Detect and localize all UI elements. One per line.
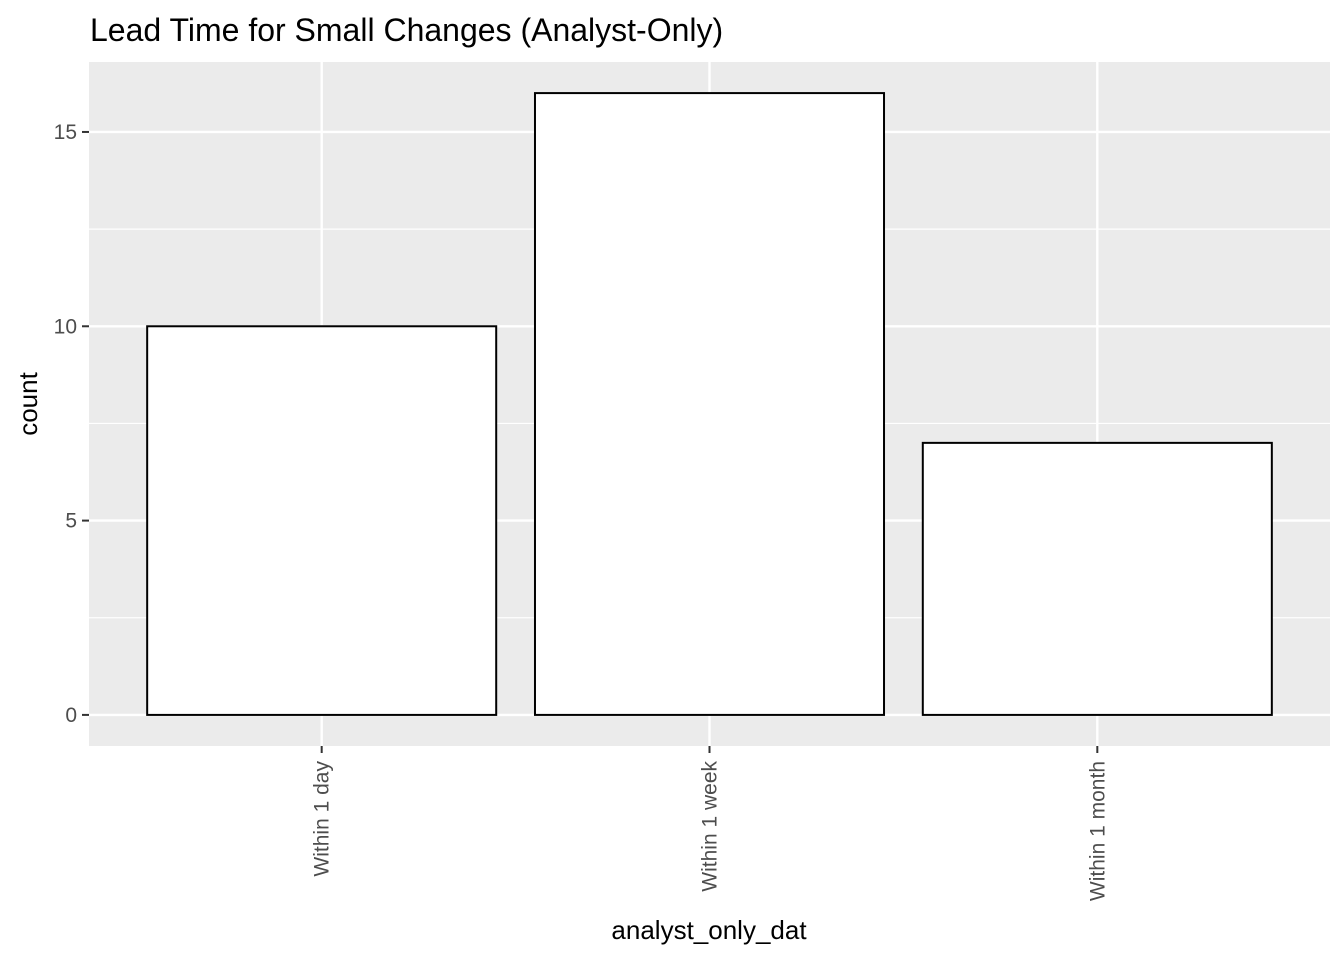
x-tick-label: Within 1 day bbox=[311, 761, 334, 877]
y-axis: 0 5 10 15 bbox=[54, 121, 89, 727]
bar-within-1-month bbox=[921, 441, 1273, 716]
x-tick-label: Within 1 week bbox=[699, 761, 722, 892]
y-axis-title: count bbox=[13, 371, 43, 435]
bars bbox=[146, 92, 1273, 716]
x-axis-title: analyst_only_dat bbox=[611, 915, 807, 945]
y-tick-label: 10 bbox=[54, 315, 77, 338]
bar-within-1-day bbox=[146, 325, 498, 716]
y-tick-label: 0 bbox=[65, 704, 77, 727]
y-tick-label: 5 bbox=[65, 510, 77, 533]
x-tick-label: Within 1 month bbox=[1086, 761, 1109, 901]
chart-title: Lead Time for Small Changes (Analyst-Onl… bbox=[90, 12, 723, 48]
x-axis: Within 1 day Within 1 week Within 1 month bbox=[311, 746, 1109, 901]
y-tick-label: 15 bbox=[54, 121, 77, 144]
bar-within-1-week bbox=[533, 92, 886, 716]
